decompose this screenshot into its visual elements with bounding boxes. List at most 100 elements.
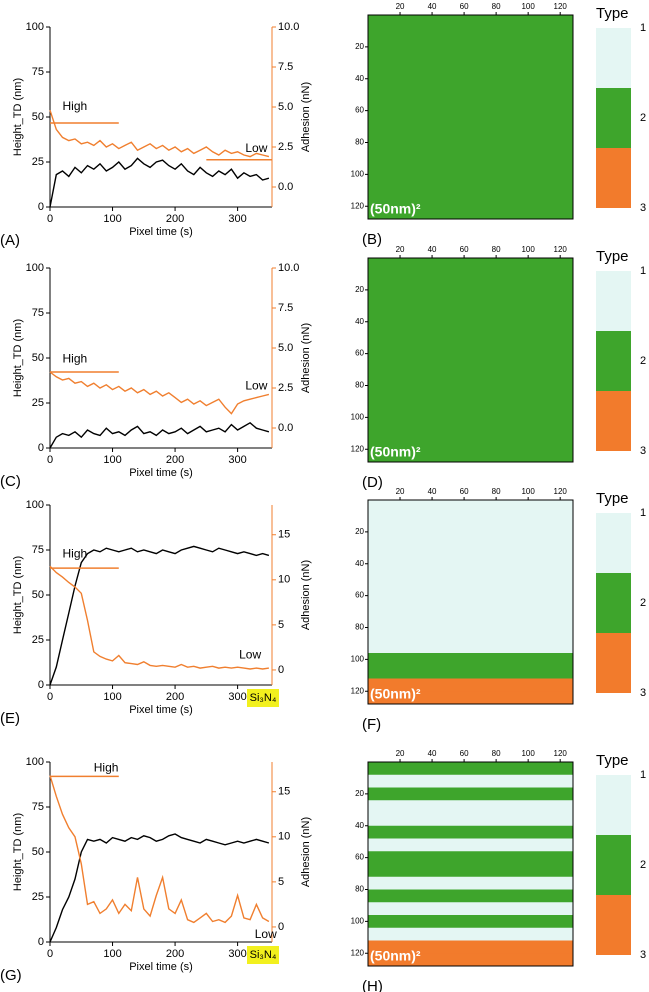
- map-row: [368, 168, 573, 182]
- map-y-tick-label: 20: [355, 285, 364, 294]
- y-tick-label: 0: [38, 936, 44, 948]
- map-row: [368, 372, 573, 386]
- y-axis-label: Height_TD (nm): [12, 556, 24, 634]
- legend-label: 1: [640, 265, 646, 277]
- legend-swatch: [596, 633, 631, 693]
- x-tick-label: 100: [103, 691, 121, 703]
- map-row: [368, 627, 573, 641]
- legend-swatch: [596, 513, 631, 573]
- map-row: [368, 551, 573, 565]
- map-row: [368, 851, 573, 865]
- map-row: [368, 66, 573, 80]
- map-x-tick-label: 120: [554, 749, 568, 758]
- map-x-tick-label: 40: [428, 749, 437, 758]
- map-row: [368, 296, 573, 310]
- map-row: [368, 53, 573, 67]
- legend-swatch: [596, 391, 631, 451]
- legend-label: 3: [640, 202, 646, 214]
- map-y-tick-label: 120: [351, 686, 365, 695]
- legend-swatch: [596, 148, 631, 208]
- x-axis-label: Pixel time (s): [129, 226, 193, 238]
- x-axis-label: Pixel time (s): [129, 467, 193, 479]
- map-row: [368, 691, 573, 705]
- map-row: [368, 258, 573, 272]
- legend-swatch: [596, 895, 631, 955]
- y2-axis-label: Adhesion (nN): [300, 560, 312, 630]
- map-row: [368, 500, 573, 514]
- legend-swatch: [596, 88, 631, 148]
- legend-label: 2: [640, 597, 646, 609]
- map-row: [368, 576, 573, 590]
- map-row: [368, 334, 573, 348]
- x-tick-label: 200: [166, 948, 184, 960]
- map-y-tick-label: 100: [351, 654, 365, 663]
- map-row: [368, 838, 573, 852]
- y-tick-label: 25: [32, 891, 44, 903]
- series-line: [49, 775, 270, 924]
- map-y-tick-label: 60: [355, 853, 364, 862]
- annotation: Low: [245, 379, 267, 393]
- map-x-tick-label: 100: [521, 2, 535, 11]
- y2-tick-label: 0: [278, 921, 284, 933]
- y-axis-label: Height_TD (nm): [12, 319, 24, 397]
- annotation: High: [63, 351, 88, 365]
- map-x-tick-label: 40: [428, 245, 437, 254]
- map-row: [368, 129, 573, 143]
- map-x-tick-label: 20: [396, 245, 405, 254]
- map-row: [368, 78, 573, 92]
- y-tick-label: 50: [32, 352, 44, 364]
- map-row: [368, 940, 573, 954]
- map-row: [368, 398, 573, 412]
- y2-tick-label: 2.5: [278, 382, 293, 394]
- legend-label: 2: [640, 859, 646, 871]
- tip-label: Si₃N₄: [250, 949, 277, 961]
- legend-swatch: [596, 835, 631, 895]
- map-row: [368, 206, 573, 220]
- map-y-tick-label: 100: [351, 916, 365, 925]
- map-row: [368, 155, 573, 169]
- map-row: [368, 411, 573, 425]
- map-y-tick-label: 80: [355, 885, 364, 894]
- y-tick-label: 100: [26, 262, 44, 274]
- annotation: Low: [239, 648, 261, 662]
- map-row: [368, 193, 573, 207]
- map-row: [368, 563, 573, 577]
- map-x-tick-label: 100: [521, 487, 535, 496]
- series-line: [49, 421, 270, 449]
- legend-label: 2: [640, 112, 646, 124]
- y2-tick-label: 15: [278, 529, 290, 541]
- map-x-tick-label: 120: [554, 487, 568, 496]
- y2-tick-label: 0.0: [278, 181, 293, 193]
- legend-swatch: [596, 573, 631, 633]
- map-y-tick-label: 80: [355, 381, 364, 390]
- tip-label-box: [247, 946, 279, 964]
- legend-label: 3: [640, 687, 646, 699]
- panel-label: (D): [362, 474, 383, 491]
- annotation: Low: [245, 141, 267, 155]
- map-y-tick-label: 120: [351, 444, 365, 453]
- map-row: [368, 864, 573, 878]
- annotation: High: [94, 760, 119, 774]
- map-row: [368, 347, 573, 361]
- y2-tick-label: 15: [278, 786, 290, 798]
- map-row: [368, 825, 573, 839]
- legend-swatch: [596, 331, 631, 391]
- legend-title: Type: [596, 5, 629, 22]
- map-row: [368, 91, 573, 105]
- map-row: [368, 385, 573, 399]
- series-line: [49, 371, 270, 415]
- series-line: [49, 545, 270, 686]
- legend-label: 1: [640, 507, 646, 519]
- map-y-tick-label: 20: [355, 789, 364, 798]
- map-x-tick-label: 60: [460, 487, 469, 496]
- map-y-tick-label: 40: [355, 821, 364, 830]
- legend-label: 1: [640, 22, 646, 34]
- series-line: [49, 157, 270, 208]
- y-tick-label: 25: [32, 634, 44, 646]
- map-y-tick-label: 20: [355, 527, 364, 536]
- x-axis-label: Pixel time (s): [129, 961, 193, 973]
- map-row: [368, 653, 573, 667]
- y-tick-label: 0: [38, 442, 44, 454]
- scale-label: (50nm)²: [370, 948, 421, 964]
- map-row: [368, 104, 573, 118]
